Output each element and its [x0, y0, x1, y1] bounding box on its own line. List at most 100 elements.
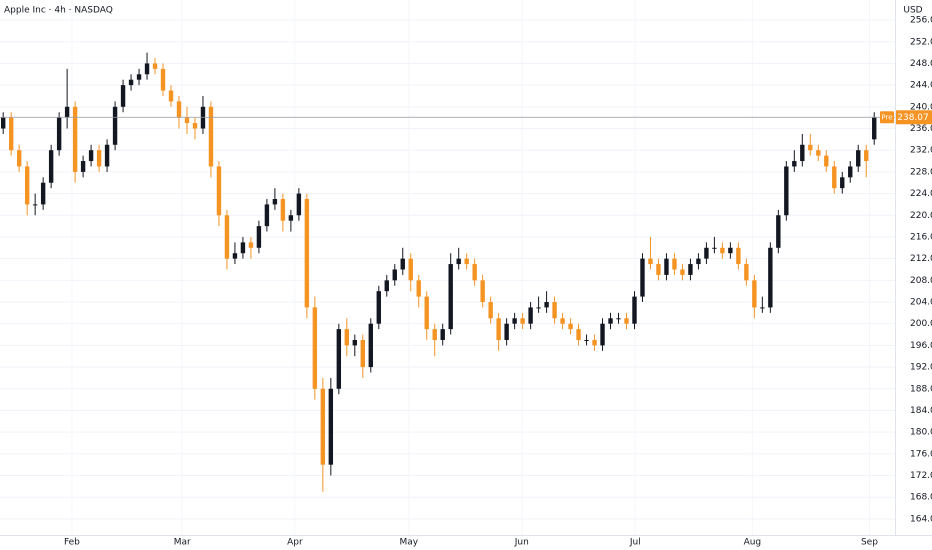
- candle-body: [584, 339, 589, 341]
- candle-body: [864, 150, 869, 162]
- candle-body: [696, 258, 701, 265]
- candle-body: [0, 117, 6, 129]
- candle-body: [728, 247, 733, 254]
- candle-body: [344, 329, 350, 346]
- candle-body: [688, 264, 693, 275]
- candle-body: [760, 307, 765, 309]
- candle-body: [792, 161, 797, 167]
- candle-body: [456, 258, 461, 265]
- candle-body: [224, 215, 230, 259]
- candle-body: [720, 247, 725, 254]
- candle-body: [16, 150, 22, 167]
- candle-body: [536, 307, 541, 309]
- y-tick-label: 248.00: [910, 59, 932, 69]
- candle-body: [320, 388, 326, 465]
- y-tick-label: 200.00: [910, 319, 932, 329]
- candle-body: [72, 106, 78, 172]
- candle-body: [296, 193, 302, 216]
- candle-body: [872, 117, 877, 140]
- candle-body: [816, 150, 821, 156]
- candle-body: [40, 182, 46, 205]
- y-tick-label: 188.00: [910, 384, 932, 394]
- y-tick-label: 168.00: [910, 493, 932, 503]
- candle-body: [160, 68, 166, 91]
- candle-body: [840, 177, 845, 189]
- y-tick-label: 172.00: [910, 471, 932, 481]
- candle-body: [616, 318, 621, 320]
- chart-title: Apple Inc · 4h · NASDAQ: [4, 6, 113, 16]
- candle-body: [424, 296, 429, 330]
- candle-body: [440, 329, 445, 340]
- candle-body: [656, 264, 661, 275]
- candle-body: [672, 258, 677, 270]
- candle-body: [560, 318, 565, 324]
- candle-body: [512, 318, 517, 324]
- candle-body: [520, 318, 525, 324]
- y-tick-label: 236.00: [910, 124, 932, 134]
- candle-body: [856, 150, 861, 167]
- candle-body: [272, 198, 278, 205]
- y-tick-label: 176.00: [910, 449, 932, 459]
- pre-badge: [880, 111, 894, 124]
- candle-body: [648, 258, 653, 265]
- x-tick-label: Jun: [514, 538, 529, 548]
- candle-body: [168, 90, 174, 102]
- candle-body: [248, 242, 254, 248]
- candle-body: [776, 215, 781, 248]
- x-tick-label: Apr: [287, 538, 303, 548]
- candle-body: [664, 258, 669, 275]
- y-tick-label: 204.00: [910, 298, 932, 308]
- candle-body: [208, 106, 214, 167]
- candle-body: [288, 215, 294, 221]
- candle-body: [416, 280, 421, 297]
- x-tick-label: Aug: [744, 538, 762, 548]
- price-label: 238.07: [897, 113, 929, 123]
- candle-body: [704, 247, 709, 259]
- x-tick-label: Mar: [174, 538, 191, 548]
- candle-body: [304, 198, 310, 308]
- y-tick-label: 256.00: [910, 16, 932, 26]
- candle-body: [504, 323, 509, 340]
- candle-body: [552, 302, 557, 319]
- candle-body: [824, 155, 829, 167]
- candle-body: [96, 150, 102, 167]
- candle-body: [80, 161, 86, 172]
- y-tick-label: 228.00: [910, 167, 932, 177]
- y-tick-label: 232.00: [910, 146, 932, 156]
- candle-body: [568, 323, 573, 330]
- candle-body: [136, 74, 142, 80]
- candle-body: [448, 264, 453, 330]
- x-tick-label: Sep: [861, 538, 878, 548]
- currency: USD: [903, 6, 922, 16]
- candle-body: [384, 280, 389, 292]
- candle-body: [576, 329, 581, 340]
- candle-body: [680, 269, 685, 275]
- candle-body: [768, 247, 773, 308]
- y-tick-label: 208.00: [910, 276, 932, 286]
- candle-body: [544, 302, 549, 308]
- pre-label: Pre: [881, 113, 892, 121]
- candle-body: [376, 291, 381, 324]
- candle-body: [712, 247, 717, 249]
- candle-body: [808, 144, 813, 151]
- x-tick-label: Feb: [64, 538, 80, 548]
- candle-body: [736, 247, 741, 265]
- candle-body: [368, 323, 373, 368]
- candle-body: [256, 226, 262, 248]
- candle-body: [128, 79, 134, 86]
- candle-body: [216, 166, 222, 216]
- candle-body: [464, 258, 469, 265]
- y-tick-label: 196.00: [910, 341, 932, 351]
- candle-body: [392, 269, 397, 281]
- candle-body: [232, 253, 238, 259]
- candle-body: [832, 166, 837, 189]
- candle-body: [104, 144, 110, 167]
- candle-body: [328, 388, 334, 465]
- candle-body: [480, 280, 485, 303]
- y-tick-label: 252.00: [910, 37, 932, 47]
- candle-body: [112, 106, 118, 145]
- price-badge: [896, 110, 932, 125]
- candle-body: [264, 204, 270, 227]
- candle-body: [800, 144, 805, 162]
